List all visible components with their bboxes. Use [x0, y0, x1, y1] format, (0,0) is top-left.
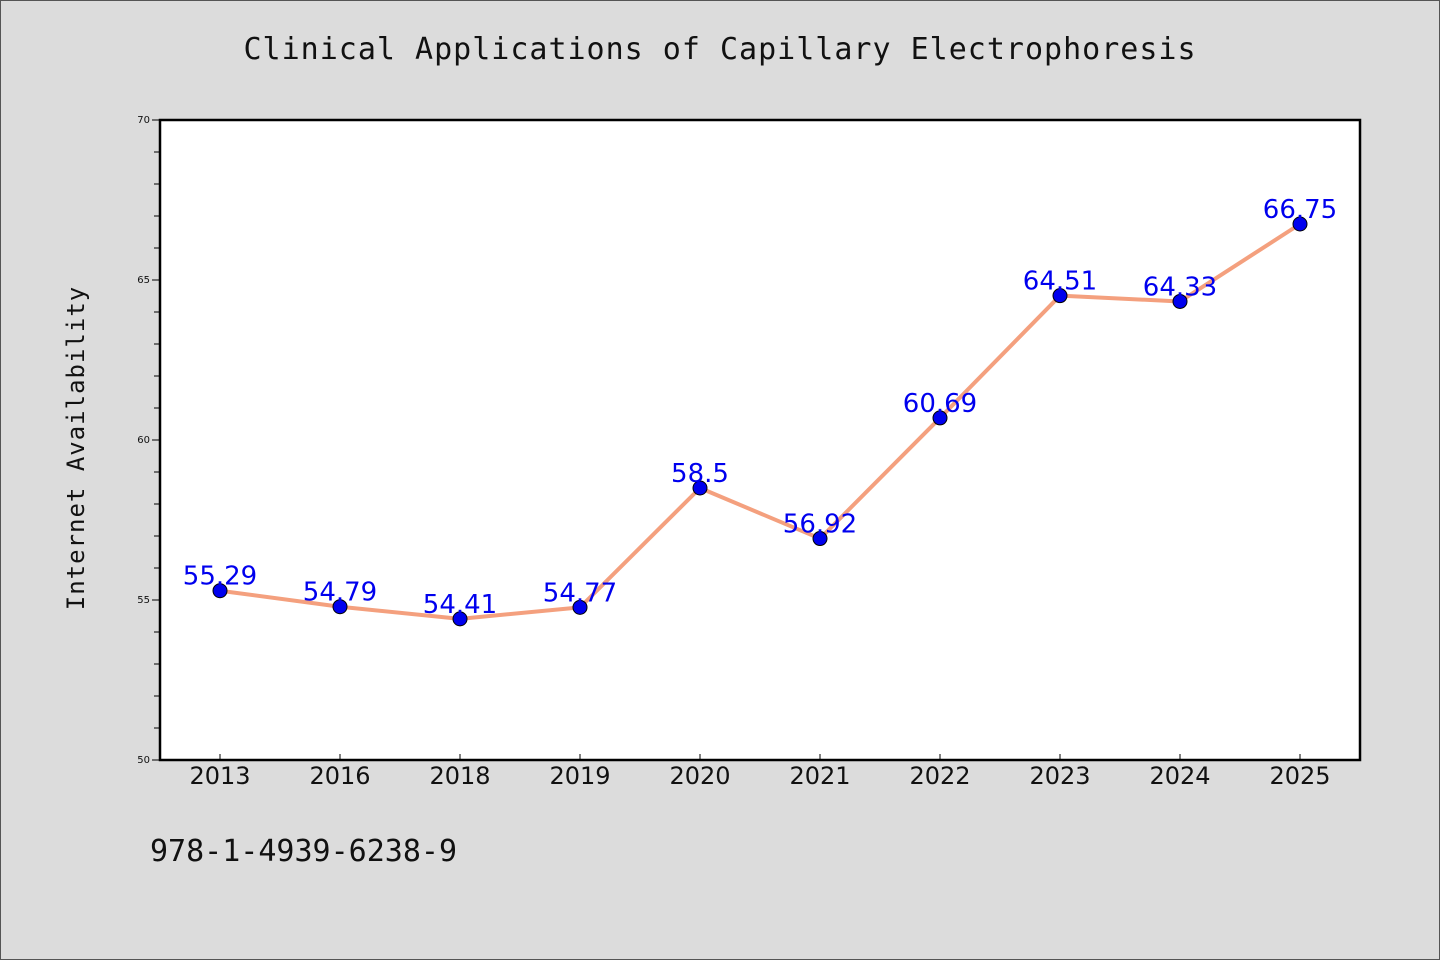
- data-point: [932, 410, 948, 426]
- data-label: 54.77: [543, 578, 617, 608]
- data-point: [572, 599, 588, 615]
- data-label: 56.92: [783, 510, 857, 540]
- series-line: [219, 222, 1302, 621]
- x-tick-label: 2018: [429, 762, 490, 790]
- data-point: [332, 599, 348, 615]
- data-point: [1172, 293, 1188, 309]
- x-tick-label: 2021: [789, 762, 850, 790]
- data-point: [812, 531, 828, 547]
- data-label: 64.33: [1143, 272, 1217, 302]
- x-tick-label: 2025: [1269, 762, 1330, 790]
- data-point: [1292, 216, 1308, 232]
- data-label: 58.5: [671, 459, 729, 489]
- x-tick-label: 2013: [189, 762, 250, 790]
- data-labels: 55.29 54.79 54.41 54.77 58.5 56.92 60.69 64.51 6…: [183, 195, 1337, 620]
- data-label: 55.29: [183, 562, 257, 592]
- data-label: 60.69: [903, 389, 977, 419]
- x-tick-label: 2019: [549, 762, 610, 790]
- y-tick-label: 60: [137, 435, 150, 446]
- y-axis: 50 55 60 65 70: [137, 115, 160, 766]
- y-tick-label: 50: [137, 755, 150, 766]
- data-label: 54.41: [423, 590, 497, 620]
- footer-code: 978-1-4939-6238-9: [150, 834, 458, 869]
- x-tick-label: 2022: [909, 762, 970, 790]
- x-tick-label: 2024: [1149, 762, 1210, 790]
- data-point: [692, 480, 708, 496]
- y-tick-label: 70: [137, 115, 150, 126]
- data-label: 64.51: [1023, 267, 1097, 297]
- chart-title: Clinical Applications of Capillary Elect…: [243, 32, 1197, 67]
- x-tick-label: 2020: [669, 762, 730, 790]
- x-axis: 2013 2016 2018 2019 2020 2021 2022 2023 2024 2025: [189, 754, 1331, 790]
- data-point: [452, 611, 468, 627]
- data-point: [1052, 288, 1068, 304]
- x-tick-label: 2023: [1029, 762, 1090, 790]
- y-tick-label: 55: [137, 595, 150, 606]
- data-point: [212, 583, 228, 599]
- plot-area: [158, 118, 1362, 762]
- data-label: 54.79: [303, 578, 377, 608]
- data-label: 66.75: [1263, 195, 1337, 225]
- y-tick-label: 65: [137, 275, 150, 286]
- x-tick-label: 2016: [309, 762, 370, 790]
- data-points: [212, 216, 1308, 627]
